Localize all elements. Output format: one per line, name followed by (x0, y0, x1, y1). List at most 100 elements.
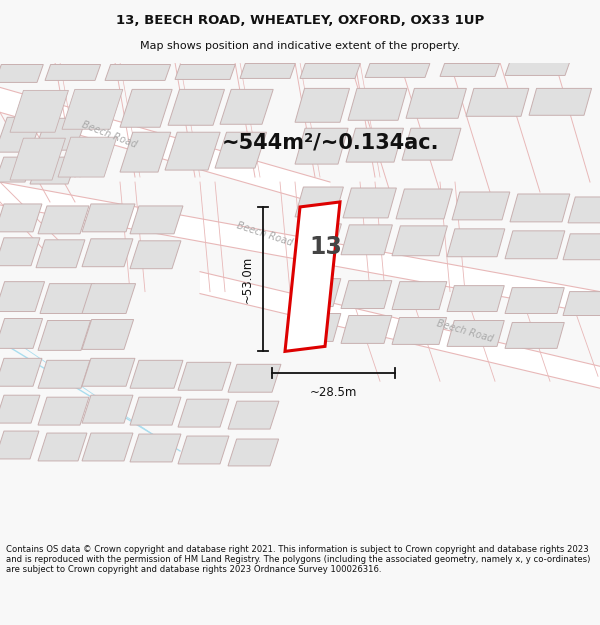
Polygon shape (30, 157, 77, 184)
Polygon shape (365, 64, 430, 78)
Polygon shape (0, 395, 40, 423)
Polygon shape (178, 362, 231, 390)
Polygon shape (466, 88, 529, 116)
Polygon shape (38, 206, 89, 234)
Polygon shape (392, 282, 447, 309)
Polygon shape (82, 239, 133, 267)
Polygon shape (40, 284, 95, 314)
Polygon shape (568, 197, 600, 223)
Polygon shape (0, 64, 43, 82)
Polygon shape (105, 64, 170, 81)
Polygon shape (505, 288, 564, 314)
Polygon shape (0, 182, 600, 314)
Polygon shape (295, 279, 341, 306)
Text: Contains OS data © Crown copyright and database right 2021. This information is : Contains OS data © Crown copyright and d… (6, 544, 590, 574)
Polygon shape (0, 157, 34, 182)
Polygon shape (215, 132, 266, 168)
Polygon shape (0, 118, 42, 152)
Polygon shape (36, 240, 85, 268)
Text: ~53.0m: ~53.0m (241, 256, 254, 302)
Polygon shape (0, 282, 44, 311)
Polygon shape (295, 88, 350, 122)
Polygon shape (62, 89, 123, 129)
Polygon shape (228, 364, 281, 392)
Polygon shape (130, 398, 181, 425)
Polygon shape (0, 358, 42, 386)
Polygon shape (510, 194, 570, 222)
Text: Beech Road: Beech Road (235, 220, 293, 248)
Text: Beech Road: Beech Road (80, 119, 138, 149)
Text: Map shows position and indicative extent of the property.: Map shows position and indicative extent… (140, 41, 460, 51)
Polygon shape (295, 224, 341, 254)
Polygon shape (45, 64, 101, 81)
Polygon shape (447, 321, 504, 346)
Polygon shape (392, 226, 448, 256)
Polygon shape (82, 433, 133, 461)
Polygon shape (120, 89, 172, 127)
Polygon shape (346, 128, 404, 162)
Polygon shape (10, 91, 68, 132)
Polygon shape (120, 132, 171, 172)
Polygon shape (341, 281, 392, 309)
Polygon shape (82, 284, 136, 314)
Polygon shape (406, 88, 466, 118)
Text: Beech Road: Beech Road (435, 319, 494, 344)
Polygon shape (341, 225, 392, 255)
Text: ~28.5m: ~28.5m (310, 386, 357, 399)
Polygon shape (38, 433, 87, 461)
Polygon shape (82, 395, 133, 423)
Polygon shape (295, 314, 341, 341)
Polygon shape (0, 238, 40, 266)
Polygon shape (440, 64, 500, 76)
Polygon shape (396, 189, 452, 219)
Polygon shape (58, 138, 117, 177)
Polygon shape (505, 231, 565, 259)
Polygon shape (175, 64, 235, 79)
Polygon shape (348, 88, 407, 120)
Polygon shape (130, 361, 183, 388)
Polygon shape (0, 88, 330, 207)
Polygon shape (82, 319, 134, 349)
Polygon shape (447, 286, 504, 311)
Polygon shape (563, 234, 600, 260)
Polygon shape (563, 292, 600, 316)
Text: 13, BEECH ROAD, WHEATLEY, OXFORD, OX33 1UP: 13, BEECH ROAD, WHEATLEY, OXFORD, OX33 1… (116, 14, 484, 27)
Polygon shape (341, 316, 392, 343)
Polygon shape (0, 431, 39, 459)
Polygon shape (35, 118, 86, 150)
Polygon shape (295, 128, 348, 164)
Polygon shape (82, 204, 135, 232)
Polygon shape (168, 89, 224, 125)
Polygon shape (295, 187, 343, 217)
Polygon shape (343, 188, 397, 218)
Polygon shape (447, 229, 505, 257)
Text: ~544m²/~0.134ac.: ~544m²/~0.134ac. (221, 132, 439, 152)
Polygon shape (505, 62, 569, 76)
Polygon shape (38, 321, 91, 351)
Polygon shape (285, 202, 340, 351)
Polygon shape (220, 89, 273, 124)
Polygon shape (300, 64, 360, 78)
Polygon shape (228, 439, 278, 466)
Polygon shape (10, 138, 65, 180)
Polygon shape (165, 132, 220, 170)
Polygon shape (0, 204, 42, 232)
Polygon shape (452, 192, 510, 220)
Polygon shape (505, 322, 564, 348)
Polygon shape (130, 206, 183, 234)
Polygon shape (130, 434, 181, 462)
Text: 13: 13 (310, 235, 343, 259)
Polygon shape (82, 358, 135, 386)
Polygon shape (392, 318, 446, 344)
Polygon shape (178, 436, 229, 464)
Polygon shape (38, 361, 90, 388)
Polygon shape (0, 319, 43, 348)
Polygon shape (130, 241, 181, 269)
Polygon shape (529, 88, 592, 115)
Polygon shape (200, 272, 600, 388)
Polygon shape (228, 401, 279, 429)
Polygon shape (240, 64, 295, 78)
Polygon shape (38, 398, 89, 425)
Polygon shape (402, 128, 461, 160)
Polygon shape (178, 399, 229, 427)
